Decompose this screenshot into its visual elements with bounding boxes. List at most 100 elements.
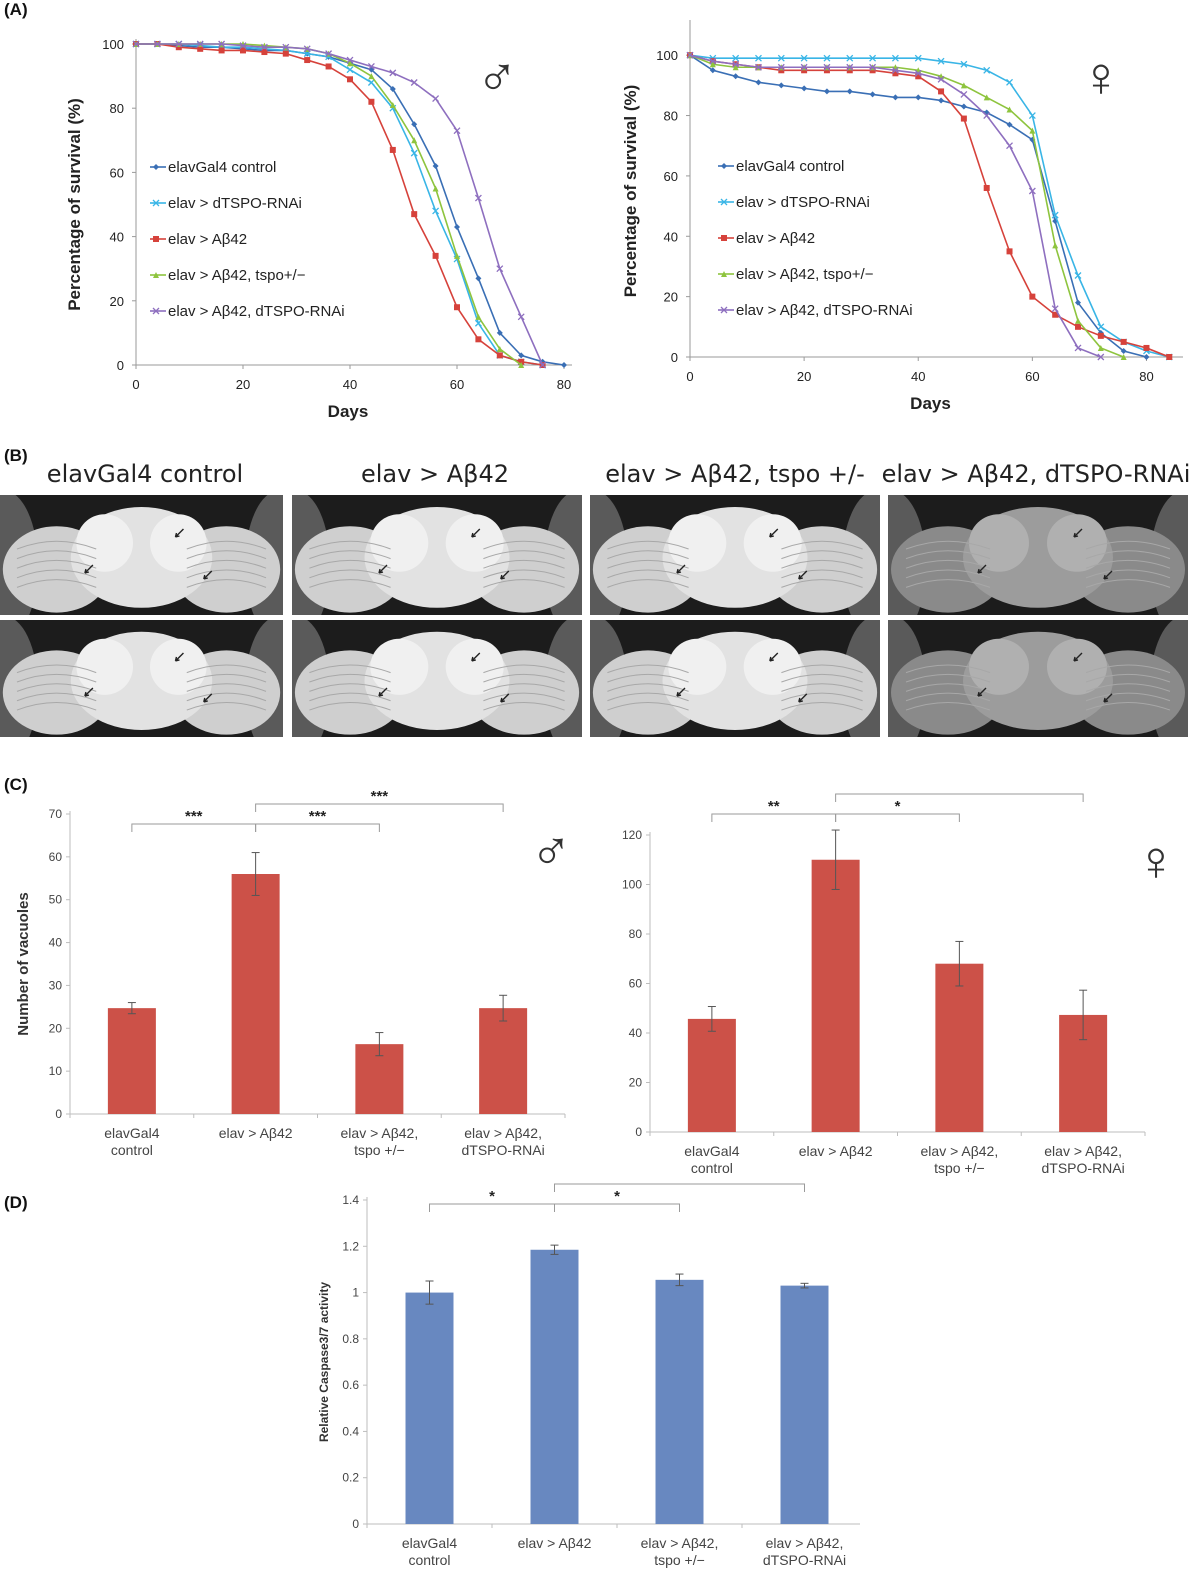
- brain-image-abeta-rnai-1: [888, 495, 1188, 615]
- medulla-layer: [1085, 683, 1171, 692]
- bar: [811, 859, 860, 1132]
- arrow-icon: [174, 652, 184, 662]
- medulla-layer: [186, 701, 267, 711]
- category-label: dTSPO-RNAi: [1042, 1160, 1125, 1176]
- neuropil-left: [370, 514, 429, 572]
- medulla-layer: [1085, 664, 1171, 674]
- medulla-layer: [905, 692, 991, 702]
- data-point: [303, 45, 311, 53]
- data-point: [1051, 305, 1059, 313]
- legend-item: elav > dTSPO-RNAi: [150, 195, 302, 212]
- y-tick-label: 40: [110, 230, 124, 245]
- medulla-layer: [483, 579, 565, 588]
- y-tick-label: 20: [49, 1021, 63, 1035]
- medulla-layer: [186, 569, 267, 579]
- legend-item: elav > Aβ42, tspo+/−: [718, 266, 874, 283]
- medulla-layer: [186, 673, 267, 683]
- significance-label: ***: [185, 808, 203, 825]
- brain-title-control: elavGal4 control: [46, 460, 244, 488]
- brain-title-abeta-tspo: elav > Aβ42, tspo +/-: [605, 460, 865, 488]
- series-2: [133, 41, 546, 368]
- y-tick-label: 40: [49, 936, 63, 950]
- y-tick-label: 0.8: [342, 1332, 359, 1346]
- data-point: [517, 313, 525, 321]
- medulla-layer: [607, 550, 689, 560]
- significance-label: ***: [371, 790, 389, 805]
- data-point: [914, 69, 922, 77]
- medulla-layer: [607, 692, 689, 702]
- medulla-layer: [16, 579, 97, 588]
- data-point: [960, 60, 968, 68]
- medulla-layer: [483, 701, 565, 711]
- category-label: tspo +/−: [354, 1142, 405, 1158]
- brain-title-abeta-rnai: elav > Aβ42, dTSPO-RNAi: [881, 460, 1191, 488]
- significance-label: *: [489, 1188, 495, 1205]
- data-point: [1075, 299, 1081, 306]
- data-point: [261, 49, 268, 56]
- legend-label: elav > Aβ42, tspo+/−: [736, 266, 874, 283]
- significance-bracket: [835, 813, 960, 822]
- medulla-layer: [1085, 550, 1171, 560]
- category-label: control: [111, 1142, 153, 1158]
- data-point: [960, 82, 967, 89]
- arrow-icon: [676, 687, 686, 697]
- brain-title-abeta: elav > Aβ42: [361, 460, 509, 488]
- panel-label-c: (C): [4, 775, 28, 794]
- category-label: elavGal4: [402, 1535, 457, 1551]
- data-point: [1166, 354, 1173, 360]
- arrow-icon: [977, 687, 987, 697]
- medulla-layer: [16, 683, 97, 692]
- y-tick-label: 70: [49, 807, 63, 821]
- data-point: [432, 207, 440, 215]
- medulla-layer: [16, 673, 97, 683]
- bar: [530, 1249, 579, 1524]
- medulla-layer: [186, 683, 267, 692]
- data-point: [915, 94, 922, 101]
- panel-label-d: (D): [4, 1193, 28, 1212]
- medulla-layer: [905, 550, 991, 560]
- x-tick-label: 0: [686, 369, 693, 384]
- data-point: [411, 121, 418, 128]
- legend-item: elav > Aβ42, tspo+/−: [150, 267, 306, 284]
- neuropil-left: [76, 638, 134, 695]
- medulla-layer: [309, 559, 391, 569]
- significance-bracket: [131, 823, 257, 832]
- data-point: [1028, 187, 1036, 195]
- medulla-layer: [905, 683, 991, 692]
- medulla-layer: [309, 664, 391, 674]
- arrow-icon: [769, 652, 779, 662]
- arrow-icon: [378, 564, 388, 574]
- medulla-layer: [309, 701, 391, 711]
- data-point: [1052, 311, 1059, 318]
- y-tick-label: 60: [49, 850, 63, 864]
- brain-image-control-1: [0, 495, 283, 615]
- data-point: [1120, 338, 1127, 345]
- data-point: [454, 223, 460, 230]
- y-tick-label: 0.4: [342, 1424, 359, 1438]
- medulla-layer: [186, 540, 267, 550]
- data-point: [732, 73, 739, 80]
- data-point: [709, 61, 716, 68]
- significance-label: **: [674, 1180, 686, 1185]
- data-point: [915, 73, 922, 80]
- category-label: control: [691, 1160, 733, 1176]
- legend-swatch-marker: [152, 199, 160, 207]
- data-point: [846, 67, 853, 74]
- sex-symbol: ♀: [1135, 829, 1177, 892]
- y-tick-label: 1.4: [342, 1193, 359, 1207]
- medulla-layer: [1085, 569, 1171, 579]
- medulla-layer: [781, 692, 863, 702]
- medulla-layer: [781, 540, 863, 550]
- medulla-layer: [309, 683, 391, 692]
- medulla-layer: [16, 701, 97, 711]
- data-point: [325, 50, 333, 58]
- category-label: dTSPO-RNAi: [462, 1142, 545, 1158]
- data-point: [518, 352, 525, 359]
- data-point: [518, 358, 525, 365]
- data-point: [732, 64, 739, 71]
- medulla-layer: [16, 540, 97, 550]
- data-point: [755, 63, 762, 71]
- neuropil-left: [969, 638, 1029, 695]
- arrow-icon: [977, 564, 987, 574]
- data-point: [1052, 242, 1059, 249]
